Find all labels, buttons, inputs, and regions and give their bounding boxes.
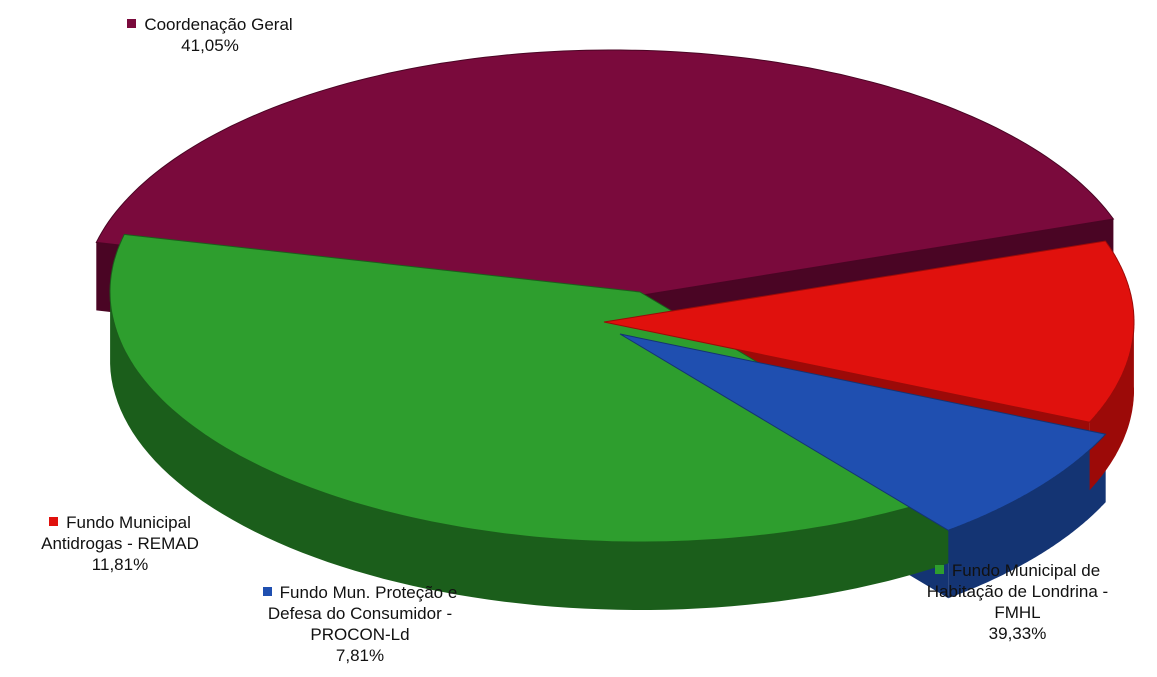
label-name: Coordenação Geral (144, 15, 293, 34)
label-percent: 39,33% (988, 624, 1047, 643)
pie-slice-2 (619, 333, 1107, 531)
pie-slice-1 (109, 233, 970, 543)
label-name: Fundo Mun. Proteção e Defesa do Consumid… (267, 583, 458, 644)
label-remad: Fundo Municipal Antidrogas - REMAD 11,81… (0, 512, 240, 575)
pie-slice-side-3 (1089, 318, 1134, 491)
label-name: Fundo Municipal de Habitação de Londrina… (926, 561, 1109, 622)
label-procon: Fundo Mun. Proteção e Defesa do Consumid… (190, 582, 530, 666)
label-percent: 11,81% (91, 555, 149, 574)
legend-swatch-coordenacao (127, 19, 137, 28)
pie-slice-side-1 (110, 287, 969, 610)
label-coordenacao-geral: Coordenação Geral 41,05% (60, 14, 360, 56)
label-name: Fundo Municipal Antidrogas - REMAD (41, 513, 199, 553)
pie-slice-3 (603, 240, 1135, 423)
label-fmhl: Fundo Municipal de Habitação de Londrina… (880, 560, 1155, 644)
pie-slice-0 (95, 49, 1115, 301)
pie-slice-side-2 (948, 434, 1106, 599)
legend-swatch-procon (262, 587, 272, 596)
label-percent: 41,05% (181, 36, 239, 55)
legend-swatch-fmhl (934, 565, 944, 574)
label-percent: 7,81% (335, 646, 385, 665)
legend-swatch-remad (49, 517, 59, 526)
